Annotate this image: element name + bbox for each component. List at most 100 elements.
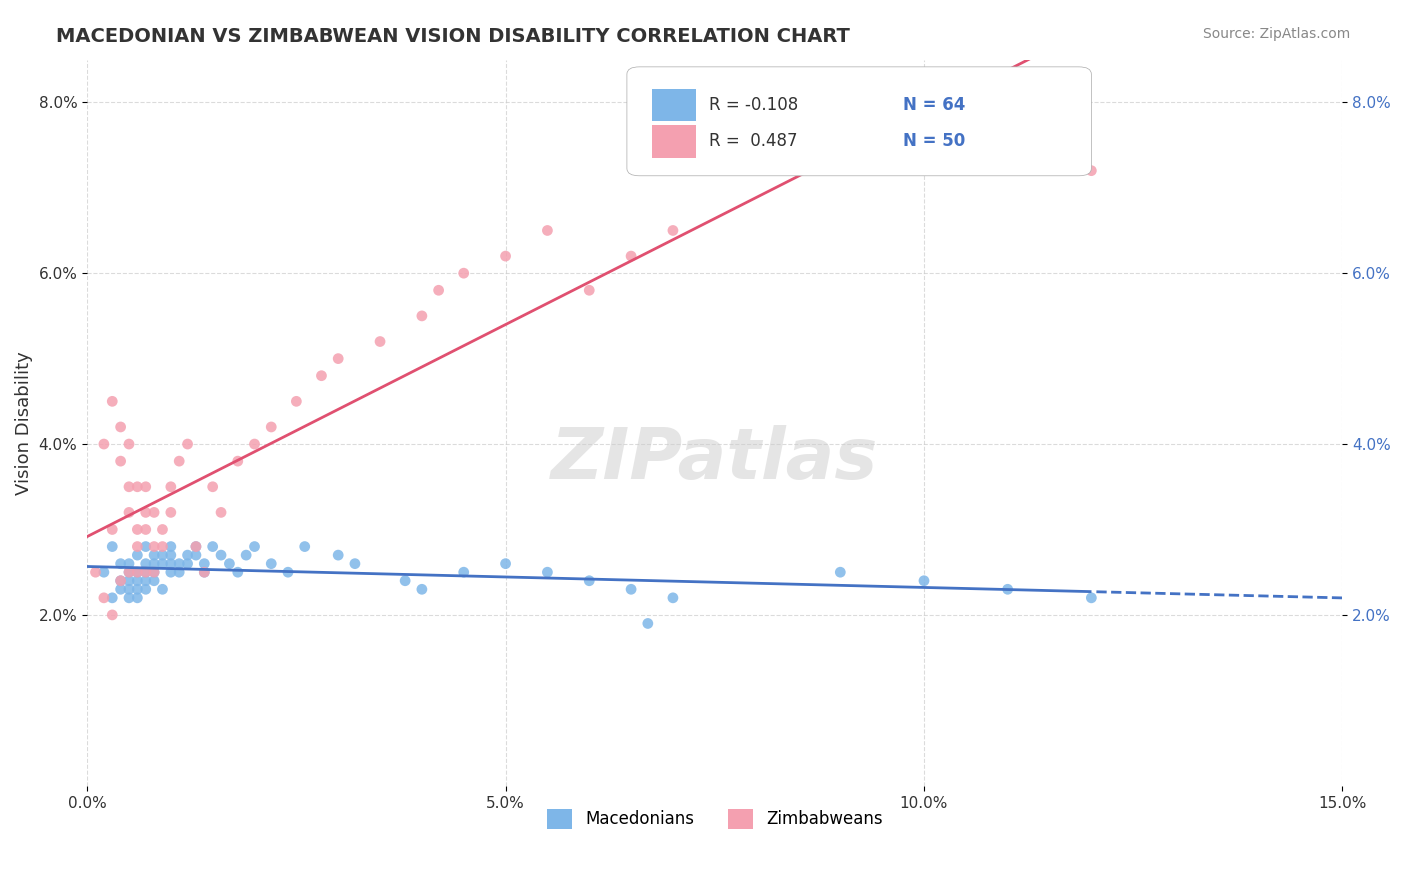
Point (127, 565, 149, 579)
Point (218, 557, 240, 571)
Point (1080, 163, 1102, 178)
Point (110, 574, 132, 588)
Point (93, 437, 115, 451)
Point (118, 591, 141, 605)
Point (536, 223, 558, 237)
Point (101, 591, 124, 605)
Point (662, 591, 685, 605)
Point (1080, 591, 1102, 605)
Point (127, 540, 149, 554)
FancyBboxPatch shape (627, 67, 1091, 176)
Point (127, 565, 149, 579)
Point (578, 574, 600, 588)
Point (93, 565, 115, 579)
Point (343, 557, 366, 571)
Point (118, 557, 141, 571)
Point (411, 582, 433, 597)
Point (285, 394, 308, 409)
Point (135, 557, 157, 571)
Point (135, 574, 157, 588)
Point (143, 574, 166, 588)
Point (495, 249, 517, 263)
Point (127, 591, 149, 605)
Point (209, 505, 232, 519)
Point (152, 523, 174, 537)
Point (118, 437, 141, 451)
Point (101, 540, 124, 554)
Point (184, 548, 207, 562)
Point (101, 607, 124, 622)
Point (152, 582, 174, 597)
Text: MACEDONIAN VS ZIMBABWEAN VISION DISABILITY CORRELATION CHART: MACEDONIAN VS ZIMBABWEAN VISION DISABILI… (56, 27, 851, 45)
Point (830, 565, 852, 579)
Point (620, 249, 643, 263)
Point (578, 283, 600, 297)
Point (260, 420, 283, 434)
Point (394, 574, 416, 588)
Point (411, 309, 433, 323)
Point (143, 548, 166, 562)
Point (453, 565, 475, 579)
Point (135, 540, 157, 554)
Point (637, 616, 659, 631)
Point (311, 368, 333, 383)
Point (143, 557, 166, 571)
Point (135, 523, 157, 537)
Point (152, 540, 174, 554)
Point (93, 591, 115, 605)
Point (118, 565, 141, 579)
Point (160, 540, 183, 554)
Point (152, 557, 174, 571)
Point (184, 540, 207, 554)
Point (427, 283, 450, 297)
Point (368, 334, 391, 349)
Point (135, 480, 157, 494)
Point (294, 540, 316, 554)
Point (160, 548, 183, 562)
Point (193, 557, 215, 571)
Point (176, 557, 198, 571)
Point (135, 505, 157, 519)
Point (118, 480, 141, 494)
Point (110, 420, 132, 434)
Point (193, 565, 215, 579)
Point (135, 565, 157, 579)
Point (143, 565, 166, 579)
Point (235, 548, 257, 562)
Point (201, 480, 224, 494)
Point (110, 574, 132, 588)
Point (201, 540, 224, 554)
Point (84, 565, 107, 579)
Point (101, 394, 124, 409)
Y-axis label: Vision Disability: Vision Disability (15, 351, 32, 494)
Point (160, 505, 183, 519)
Point (143, 540, 166, 554)
Point (110, 557, 132, 571)
Point (127, 582, 149, 597)
Text: ZIPatlas: ZIPatlas (551, 425, 879, 493)
Point (997, 582, 1019, 597)
Point (453, 266, 475, 280)
Point (118, 574, 141, 588)
Point (209, 548, 232, 562)
Text: R =  0.487: R = 0.487 (709, 132, 797, 150)
Point (912, 574, 935, 588)
Point (101, 523, 124, 537)
Point (167, 557, 190, 571)
Point (160, 565, 183, 579)
Point (143, 505, 166, 519)
Point (152, 548, 174, 562)
Text: N = 64: N = 64 (903, 95, 966, 113)
Point (118, 505, 141, 519)
Point (167, 454, 190, 468)
Point (167, 565, 190, 579)
Point (328, 351, 350, 366)
Point (260, 557, 283, 571)
Point (127, 548, 149, 562)
Point (176, 548, 198, 562)
Point (127, 480, 149, 494)
Point (662, 223, 685, 237)
Point (328, 548, 350, 562)
Point (127, 574, 149, 588)
Point (620, 582, 643, 597)
